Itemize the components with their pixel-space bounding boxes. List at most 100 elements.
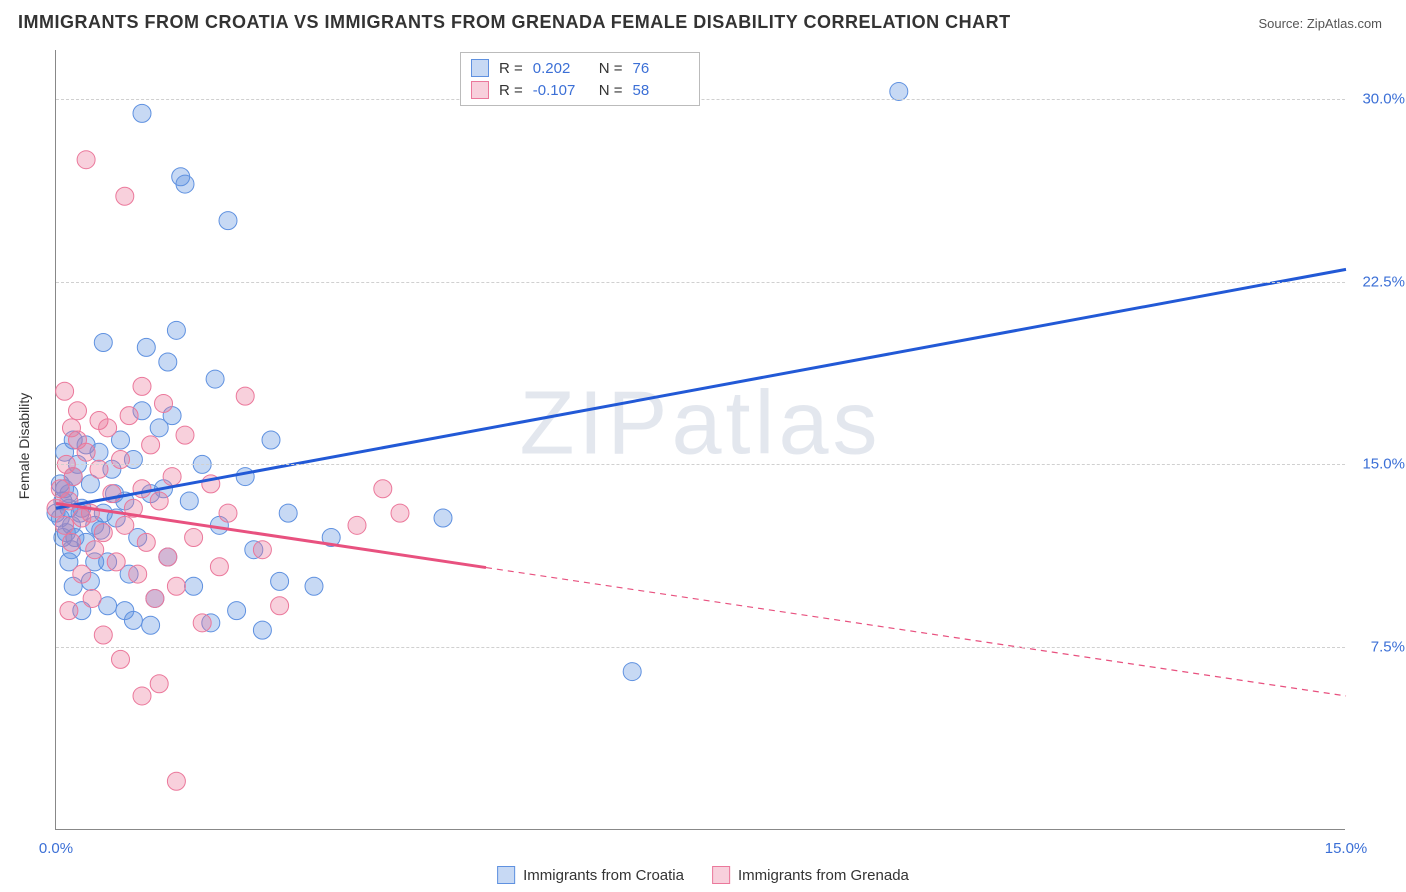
- scatter-point: [112, 451, 130, 469]
- legend-label: Immigrants from Croatia: [523, 867, 684, 884]
- scatter-point: [77, 151, 95, 169]
- scatter-point: [167, 321, 185, 339]
- scatter-point: [176, 175, 194, 193]
- x-tick-label: 15.0%: [1325, 840, 1368, 857]
- n-label: N =: [599, 60, 623, 77]
- scatter-point: [185, 529, 203, 547]
- n-value-croatia: 76: [633, 60, 689, 77]
- scatter-point: [86, 541, 104, 559]
- scatter-point: [236, 387, 254, 405]
- scatter-point: [56, 516, 74, 534]
- scatter-point: [62, 419, 80, 437]
- scatter-point: [176, 426, 194, 444]
- scatter-point: [146, 589, 164, 607]
- scatter-point: [374, 480, 392, 498]
- legend-item-croatia: Immigrants from Croatia: [497, 866, 684, 884]
- y-tick-label: 7.5%: [1371, 639, 1405, 656]
- scatter-point: [163, 468, 181, 486]
- scatter-point: [62, 533, 80, 551]
- grid-line: [56, 99, 1345, 100]
- scatter-point: [120, 407, 138, 425]
- scatter-point: [150, 492, 168, 510]
- scatter-point: [305, 577, 323, 595]
- r-label: R =: [499, 82, 523, 99]
- legend-item-grenada: Immigrants from Grenada: [712, 866, 909, 884]
- scatter-point: [137, 338, 155, 356]
- r-value-grenada: -0.107: [533, 82, 589, 99]
- scatter-point: [210, 558, 228, 576]
- r-value-croatia: 0.202: [533, 60, 589, 77]
- plot-area: ZIPatlas 7.5%15.0%22.5%30.0% 0.0%15.0%: [55, 50, 1345, 830]
- y-tick-label: 22.5%: [1362, 273, 1405, 290]
- scatter-point: [116, 516, 134, 534]
- n-label: N =: [599, 82, 623, 99]
- scatter-point: [137, 533, 155, 551]
- scatter-point: [279, 504, 297, 522]
- y-tick-label: 30.0%: [1362, 90, 1405, 107]
- legend-stats: R = 0.202 N = 76 R = -0.107 N = 58: [460, 52, 700, 106]
- scatter-point: [391, 504, 409, 522]
- scatter-point: [142, 436, 160, 454]
- scatter-point: [112, 650, 130, 668]
- swatch-croatia: [497, 866, 515, 884]
- legend-stats-row: R = -0.107 N = 58: [471, 79, 689, 101]
- grid-line: [56, 282, 1345, 283]
- scatter-point: [69, 402, 87, 420]
- swatch-croatia: [471, 59, 489, 77]
- scatter-point: [167, 577, 185, 595]
- scatter-point: [129, 565, 147, 583]
- legend-bottom: Immigrants from Croatia Immigrants from …: [497, 866, 909, 884]
- scatter-point: [228, 602, 246, 620]
- scatter-point: [150, 675, 168, 693]
- scatter-point: [159, 548, 177, 566]
- grid-line: [56, 464, 1345, 465]
- scatter-point: [83, 589, 101, 607]
- scatter-point: [271, 597, 289, 615]
- y-axis-title: Female Disability: [16, 393, 32, 500]
- scatter-point: [262, 431, 280, 449]
- scatter-point: [60, 602, 78, 620]
- chart-svg: [56, 50, 1345, 829]
- scatter-point: [124, 611, 142, 629]
- source-label: Source: ZipAtlas.com: [1258, 16, 1382, 31]
- scatter-point: [348, 516, 366, 534]
- scatter-point: [77, 443, 95, 461]
- legend-stats-row: R = 0.202 N = 76: [471, 57, 689, 79]
- scatter-point: [94, 334, 112, 352]
- scatter-point: [155, 394, 173, 412]
- scatter-point: [180, 492, 198, 510]
- scatter-point: [167, 772, 185, 790]
- n-value-grenada: 58: [633, 82, 689, 99]
- scatter-point: [159, 353, 177, 371]
- scatter-point: [253, 541, 271, 559]
- chart-title: IMMIGRANTS FROM CROATIA VS IMMIGRANTS FR…: [18, 12, 1011, 33]
- grid-line: [56, 647, 1345, 648]
- scatter-point: [890, 82, 908, 100]
- scatter-point: [90, 460, 108, 478]
- scatter-point: [116, 187, 134, 205]
- scatter-point: [271, 572, 289, 590]
- scatter-point: [133, 480, 151, 498]
- swatch-grenada: [712, 866, 730, 884]
- scatter-point: [434, 509, 452, 527]
- scatter-point: [133, 687, 151, 705]
- r-label: R =: [499, 60, 523, 77]
- scatter-point: [623, 663, 641, 681]
- scatter-point: [236, 468, 254, 486]
- scatter-point: [94, 626, 112, 644]
- scatter-point: [64, 468, 82, 486]
- y-tick-label: 15.0%: [1362, 456, 1405, 473]
- swatch-grenada: [471, 81, 489, 99]
- scatter-point: [56, 382, 74, 400]
- scatter-point: [253, 621, 271, 639]
- scatter-point: [219, 504, 237, 522]
- legend-label: Immigrants from Grenada: [738, 867, 909, 884]
- scatter-point: [219, 212, 237, 230]
- scatter-point: [90, 412, 108, 430]
- scatter-point: [206, 370, 224, 388]
- scatter-point: [193, 614, 211, 632]
- scatter-point: [133, 104, 151, 122]
- scatter-point: [94, 524, 112, 542]
- trend-line-dashed: [486, 568, 1346, 696]
- scatter-point: [73, 565, 91, 583]
